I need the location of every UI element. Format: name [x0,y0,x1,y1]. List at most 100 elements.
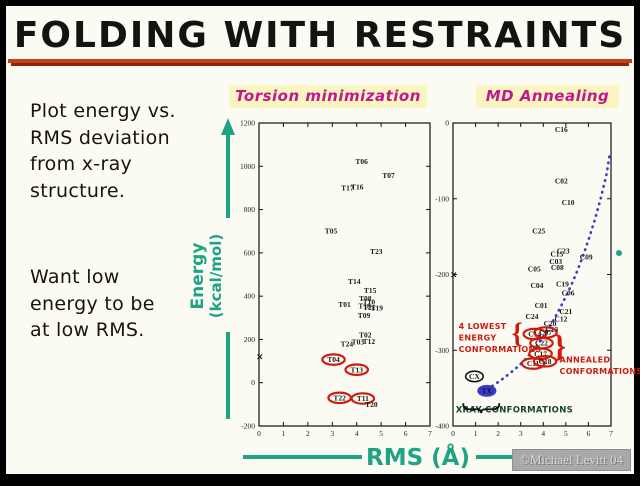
data-point-label: CX [469,372,480,381]
y-tick-label: 600 [244,248,256,257]
circle-marker-CX [464,370,485,383]
energy-axis-arrow: Energy (kcal/mol) [188,118,235,419]
data-point-label: T15 [364,286,377,295]
data-point-label: T22 [333,393,346,402]
annotation-annealed: CONFORMATIONS [560,367,640,376]
x-tick-label: 5 [564,429,568,438]
data-point-label: C18 [539,357,552,366]
data-point-label: T24 [341,339,354,348]
annotation-4-lowest-energy: ENERGY [459,334,497,343]
data-point-label: T06 [355,157,368,166]
data-point-label: T18 [358,301,371,310]
x-tick-label: 1 [474,429,478,438]
note-plot-energy-vs-rms: Plot energy vs. RMS deviation from x-ray… [30,100,176,202]
x-tick-label: 1 [282,429,286,438]
x-tick-label: 5 [379,429,383,438]
circle-marker-T11 [350,392,376,405]
data-point-label: C02 [555,177,568,186]
data-point-label: T21 [363,303,376,312]
data-point-label: C17 [534,349,547,358]
plot-header-md-annealing: MD Annealing [476,85,619,108]
energy-axis-label-line1: Energy [188,243,208,310]
data-point-label: C12 [554,314,567,323]
data-point-label: T23 [370,247,383,256]
page-title: FOLDING WITH RESTRAINTS [7,16,633,63]
x-tick-label: 3 [519,429,523,438]
data-point-label: T12 [363,337,376,346]
x-tick-label: 2 [496,429,500,438]
data-point-label: C05 [528,264,541,273]
y-tick-label: -200 [435,270,449,279]
data-point-label: T14 [348,277,361,286]
annotation-4-lowest-energy: CONFORMATIONS [459,345,542,354]
data-point-label: T05 [325,226,338,235]
data-point-label: C24 [526,312,539,321]
data-point-label: C16 [555,125,568,134]
xray-energy-marker: × [256,353,264,363]
annotation-4-lowest-energy: 4 LOWEST [459,322,507,331]
data-point-label: C21 [559,307,572,316]
x-tick-label: 2 [306,429,310,438]
data-point-label: C22 [535,339,548,348]
data-point-label: C25 [532,227,545,236]
copyright-watermark: ©Michael Levitt 04 [511,449,631,471]
plot-header-torsion-minimization: Torsion minimization [229,85,427,108]
y-tick-label: 0 [251,378,255,387]
plot-frame [258,122,431,427]
annotation-annealed: ANNEALED [560,355,611,364]
data-point-label: C13 [545,325,558,334]
note-want-low-energy: Want low energy to be at low RMS. [30,266,155,342]
stray-teal-dot [616,250,622,256]
data-point-label: C19 [556,280,569,289]
data-point-label: T10 [363,297,376,306]
y-tick-label: -300 [435,346,449,355]
title-container: FOLDING WITH RESTRAINTS [6,16,634,63]
data-point-label: T04 [327,355,340,364]
data-point-label: T16 [351,182,364,191]
y-tick-label: 800 [244,205,256,214]
x-tick-label: 4 [355,429,359,438]
brace-icon: { [512,319,523,350]
y-tick-label: 1000 [240,162,255,171]
data-point-label: T07 [382,171,395,180]
rms-axis-label: RMS (Å) [366,443,470,471]
data-point-label: T03 [352,338,365,347]
x-tick-label: 6 [404,429,408,438]
plot-md-annealing: 0 1 2 3 4 5 6 7 0 -100 -200 -300 -400 C16 C02 C10 C25 C15… [435,119,640,439]
data-point-label: C15 [550,249,563,258]
y-tick-label: 200 [244,335,256,344]
y-tick-label: -200 [241,422,255,431]
brace-icon: } [553,327,566,363]
data-point-label: T20 [365,400,378,409]
data-point-label: C08 [551,263,564,272]
energy-arrowhead-icon [221,118,235,135]
data-point-label: T02 [359,331,372,340]
y-tick-label: 1200 [240,119,255,128]
y-tick-label: -100 [435,194,449,203]
circle-marker-C11 [520,357,546,370]
data-point-label: C09 [580,252,593,261]
data-point-label: T01 [338,300,351,309]
x-tick-label: 6 [587,429,591,438]
energy-axis-label-line2: (kcal/mol) [207,234,225,318]
y-tick-label: -400 [435,422,449,431]
data-point-label: C06 [562,289,575,298]
underbrace-icon [462,403,501,414]
data-point-label: C23 [557,246,570,255]
data-point-label: C11 [527,359,540,368]
annotation-xray-conformations: XRAY CONFORMATIONS [456,405,573,415]
data-point-label: T08 [359,294,372,303]
circle-marker-T04 [321,353,346,366]
data-point-label: C07 [539,328,552,337]
data-point-label: T13 [350,365,363,374]
x-tick-label: 7 [428,429,432,438]
x-tick-label: 3 [330,429,334,438]
circle-marker-T13 [344,363,370,377]
plot-torsion-minimization: 0 1 2 3 4 5 6 7120010008006004002000-200T06T07T… [240,119,432,439]
annealing-trend-dotted [481,152,612,394]
data-point-label: T17 [341,184,354,193]
data-point-label: C03 [549,257,562,266]
x-tick-label: 0 [257,429,261,438]
y-tick-label: 400 [244,292,256,301]
